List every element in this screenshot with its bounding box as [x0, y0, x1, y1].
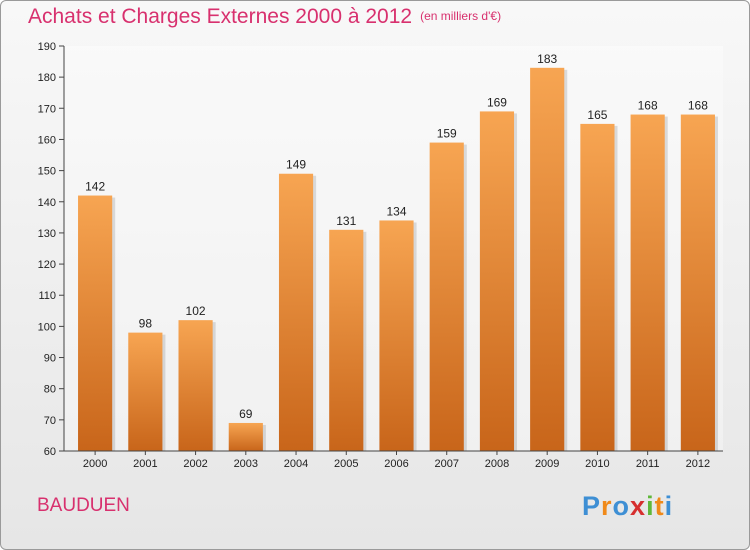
bar-2012 — [680, 114, 715, 452]
y-tick-label-130: 130 — [38, 228, 56, 240]
bar-2007 — [429, 142, 464, 452]
y-tick-label-60: 60 — [44, 446, 56, 458]
bar-2003 — [228, 422, 263, 451]
value-label-2009: 183 — [537, 52, 557, 66]
value-label-2002: 102 — [186, 304, 206, 318]
bar-2006 — [379, 220, 414, 451]
logo-letter: i — [664, 491, 674, 521]
bar-2010 — [580, 123, 615, 451]
x-tick-label-2006: 2006 — [384, 458, 408, 470]
bar-2008 — [479, 111, 515, 451]
bar-2000 — [78, 195, 113, 451]
x-tick-label-2008: 2008 — [485, 458, 509, 470]
x-tick-label-2004: 2004 — [284, 458, 308, 470]
bar-2002 — [178, 320, 213, 451]
commune-name: BAUDUEN — [37, 495, 130, 516]
bar-2009 — [530, 67, 565, 452]
bar-2011 — [630, 114, 665, 452]
y-tick-label-150: 150 — [38, 166, 56, 178]
y-tick-label-100: 100 — [38, 321, 56, 333]
logo-letter: t — [654, 491, 665, 521]
title-text: Achats et Charges Externes 2000 à 2012 — [28, 5, 413, 28]
x-tick-label-2007: 2007 — [434, 458, 458, 470]
x-tick-label-2009: 2009 — [535, 458, 559, 470]
y-tick-label-160: 160 — [38, 134, 56, 146]
y-tick-label-180: 180 — [38, 72, 56, 84]
chart-title: Achats et Charges Externes 2000 à 2012 (e… — [28, 5, 501, 29]
y-tick-label-70: 70 — [44, 415, 56, 427]
x-tick-label-2001: 2001 — [133, 458, 157, 470]
title-unit: (en milliers d'€) — [420, 9, 502, 23]
x-tick-label-2000: 2000 — [83, 458, 107, 470]
x-tick-label-2011: 2011 — [636, 458, 660, 470]
logo-letter: o — [612, 491, 631, 521]
value-label-2008: 169 — [487, 95, 507, 109]
proxiti-logo: Proxiti — [582, 491, 673, 522]
bar-2005 — [329, 229, 364, 451]
value-label-2001: 98 — [139, 317, 153, 331]
value-label-2000: 142 — [85, 180, 105, 194]
y-tick-label-120: 120 — [38, 259, 56, 271]
x-tick-label-2012: 2012 — [686, 458, 710, 470]
value-label-2011: 168 — [638, 99, 658, 113]
logo-letter: r — [601, 491, 613, 521]
value-label-2012: 168 — [688, 99, 708, 113]
bar-2001 — [128, 332, 163, 451]
value-label-2004: 149 — [286, 158, 306, 172]
y-tick-label-80: 80 — [44, 384, 56, 396]
logo-letter: i — [646, 491, 655, 521]
bar-2004 — [278, 173, 314, 451]
y-tick-label-190: 190 — [38, 41, 56, 53]
value-label-2007: 159 — [437, 127, 457, 141]
y-tick-label-170: 170 — [38, 103, 56, 115]
y-tick-label-110: 110 — [38, 290, 56, 302]
value-label-2005: 131 — [336, 214, 356, 228]
x-tick-label-2002: 2002 — [183, 458, 207, 470]
x-tick-label-2005: 2005 — [334, 458, 358, 470]
logo-letter: P — [582, 491, 602, 521]
x-tick-label-2003: 2003 — [234, 458, 258, 470]
y-tick-label-90: 90 — [44, 353, 56, 365]
value-label-2003: 69 — [239, 407, 253, 421]
x-tick-label-2010: 2010 — [585, 458, 609, 470]
logo-letter: x — [630, 491, 647, 521]
value-label-2010: 165 — [587, 108, 607, 122]
value-label-2006: 134 — [386, 204, 406, 218]
y-tick-label-140: 140 — [38, 197, 56, 209]
